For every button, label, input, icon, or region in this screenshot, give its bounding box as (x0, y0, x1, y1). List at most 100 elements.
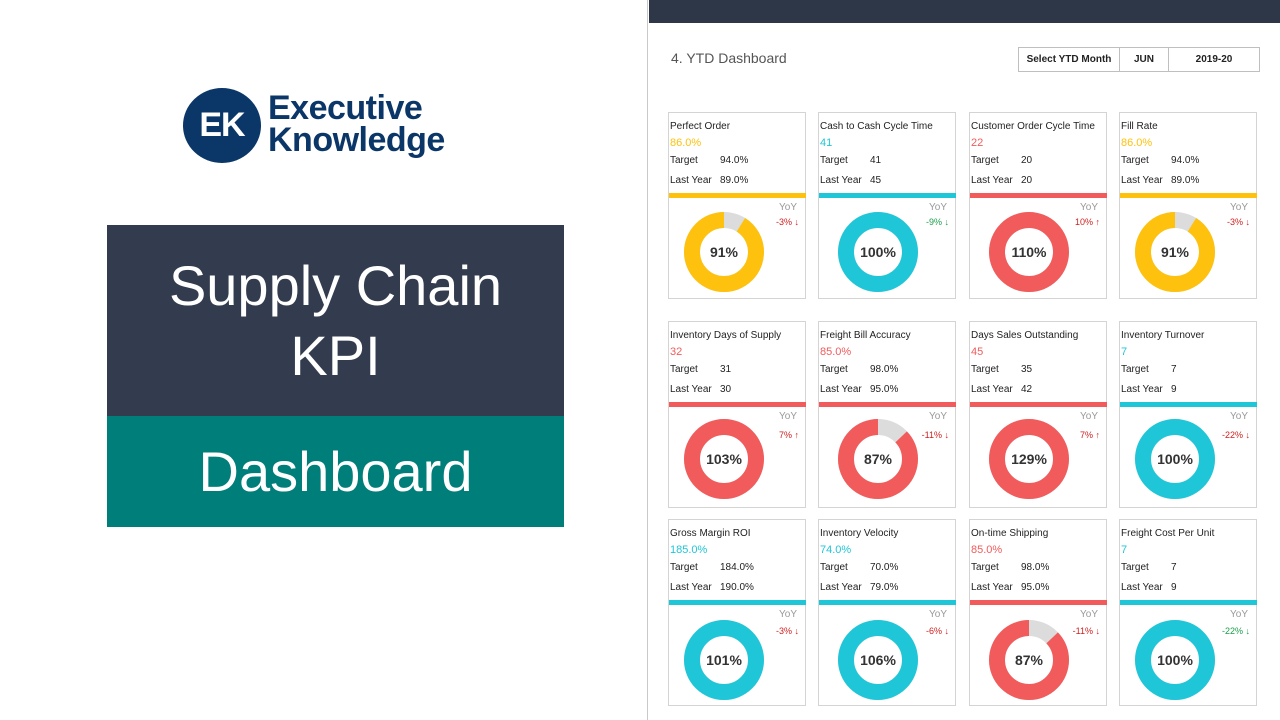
kpi-card: Inventory Velocity 74.0% Target 70.0% Last Y… (818, 519, 956, 706)
yoy-change: 7% ↑ (778, 430, 799, 440)
kpi-name: Inventory Turnover (1121, 330, 1205, 341)
kpi-actual-value: 41 (820, 137, 833, 149)
last-year-value: 30 (720, 384, 732, 395)
target-label: Target (820, 364, 848, 375)
last-year-value: 95.0% (1021, 582, 1050, 593)
kpi-target-row: Target 31 (670, 364, 731, 375)
kpi-card: Freight Cost Per Unit 7 Target 7 Last Year 9 Y… (1119, 519, 1257, 706)
donut-percent-label: 101% (706, 652, 742, 668)
last-year-value: 9 (1171, 582, 1177, 593)
target-label: Target (971, 562, 999, 573)
kpi-last-year-row: Last Year 9 (1121, 582, 1177, 593)
title-slide-panel: EK Executive Knowledge Supply Chain KPI … (107, 0, 648, 720)
kpi-target-row: Target 35 (971, 364, 1032, 375)
kpi-last-year-row: Last Year 190.0% (670, 582, 754, 593)
kpi-status-bar (669, 600, 806, 605)
kpi-actual-value: 85.0% (971, 544, 1003, 556)
donut-fill (989, 419, 1069, 499)
kpi-status-bar (669, 193, 806, 198)
kpi-last-year-row: Last Year 30 (670, 384, 731, 395)
kpi-card: Fill Rate 86.0% Target 94.0% Last Year 89.0% Y… (1119, 112, 1257, 299)
last-year-value: 20 (1021, 175, 1033, 186)
kpi-card: Inventory Turnover 7 Target 7 Last Year 9 YoY -… (1119, 321, 1257, 508)
kpi-status-bar (970, 193, 1107, 198)
kpi-card: Cash to Cash Cycle Time 41 Target 41 Last Ye… (818, 112, 956, 299)
kpi-last-year-row: Last Year 95.0% (971, 582, 1049, 593)
target-label: Target (820, 155, 848, 166)
donut-percent-label: 100% (1157, 451, 1193, 467)
kpi-donut-chart: 87% (838, 419, 918, 499)
last-year-label: Last Year (971, 384, 1013, 395)
target-label: Target (670, 364, 698, 375)
last-year-label: Last Year (670, 384, 712, 395)
kpi-last-year-row: Last Year 9 (1121, 384, 1177, 395)
target-value: 7 (1171, 364, 1177, 375)
kpi-last-year-row: Last Year 89.0% (1121, 175, 1199, 186)
last-year-value: 79.0% (870, 582, 899, 593)
last-year-value: 89.0% (720, 175, 749, 186)
donut-percent-label: 87% (864, 451, 893, 467)
ytd-month-selector: Select YTD Month JUN 2019-20 (1018, 47, 1260, 72)
kpi-name: Inventory Velocity (820, 528, 899, 539)
target-value: 20 (1021, 155, 1033, 166)
yoy-label: YoY (929, 202, 947, 213)
kpi-donut-chart: 87% (989, 620, 1069, 700)
yoy-change: -3% ↓ (775, 217, 799, 227)
target-label: Target (820, 562, 848, 573)
kpi-name: Perfect Order (670, 121, 731, 132)
last-year-value: 9 (1171, 384, 1177, 395)
yoy-label: YoY (779, 411, 797, 422)
donut-fill (1135, 620, 1215, 700)
kpi-last-year-row: Last Year 95.0% (820, 384, 898, 395)
yoy-change: 7% ↑ (1079, 430, 1100, 440)
last-year-label: Last Year (670, 582, 712, 593)
kpi-name: Freight Cost Per Unit (1121, 528, 1215, 539)
kpi-actual-value: 86.0% (1121, 137, 1153, 149)
kpi-last-year-row: Last Year 45 (820, 175, 881, 186)
kpi-card: Days Sales Outstanding 45 Target 35 Last Yea… (969, 321, 1107, 508)
logo-line-1: Executive (268, 89, 423, 127)
brand-logo: EK Executive Knowledge (183, 88, 483, 164)
kpi-target-row: Target 184.0% (670, 562, 754, 573)
donut-fill (1135, 419, 1215, 499)
last-year-label: Last Year (1121, 582, 1163, 593)
kpi-status-bar (819, 600, 956, 605)
kpi-actual-value: 22 (971, 137, 984, 149)
month-dropdown[interactable]: JUN (1120, 48, 1169, 71)
subtitle-banner: Dashboard (107, 416, 564, 527)
kpi-status-bar (819, 402, 956, 407)
kpi-status-bar (970, 600, 1107, 605)
donut-fill (838, 419, 918, 499)
target-value: 41 (870, 155, 882, 166)
target-value: 70.0% (870, 562, 899, 573)
target-label: Target (1121, 155, 1149, 166)
donut-percent-label: 100% (1157, 652, 1193, 668)
kpi-actual-value: 74.0% (820, 544, 852, 556)
donut-fill (684, 620, 764, 700)
kpi-status-bar (1120, 600, 1257, 605)
kpi-donut-chart: 91% (1135, 212, 1215, 292)
donut-fill (989, 620, 1069, 700)
last-year-label: Last Year (820, 175, 862, 186)
kpi-status-bar (669, 402, 806, 407)
kpi-target-row: Target 41 (820, 155, 881, 166)
kpi-card: Freight Bill Accuracy 85.0% Target 98.0% Las… (818, 321, 956, 508)
donut-percent-label: 91% (1161, 244, 1190, 260)
last-year-label: Last Year (1121, 175, 1163, 186)
kpi-target-row: Target 20 (971, 155, 1032, 166)
kpi-actual-value: 32 (670, 346, 683, 358)
last-year-value: 42 (1021, 384, 1033, 395)
kpi-name: On-time Shipping (971, 528, 1049, 539)
kpi-target-row: Target 70.0% (820, 562, 898, 573)
year-dropdown[interactable]: 2019-20 (1195, 54, 1233, 65)
donut-percent-label: 100% (860, 244, 896, 260)
kpi-actual-value: 185.0% (670, 544, 708, 556)
kpi-name: Gross Margin ROI (670, 528, 751, 539)
title-line-2: KPI (290, 323, 381, 387)
kpi-card: Inventory Days of Supply 32 Target 31 Last Y… (668, 321, 806, 508)
kpi-name: Customer Order Cycle Time (971, 121, 1095, 132)
yoy-change: -3% ↓ (1226, 217, 1250, 227)
kpi-target-row: Target 7 (1121, 562, 1177, 573)
kpi-donut-chart: 110% (989, 212, 1069, 292)
last-year-value: 45 (870, 175, 882, 186)
